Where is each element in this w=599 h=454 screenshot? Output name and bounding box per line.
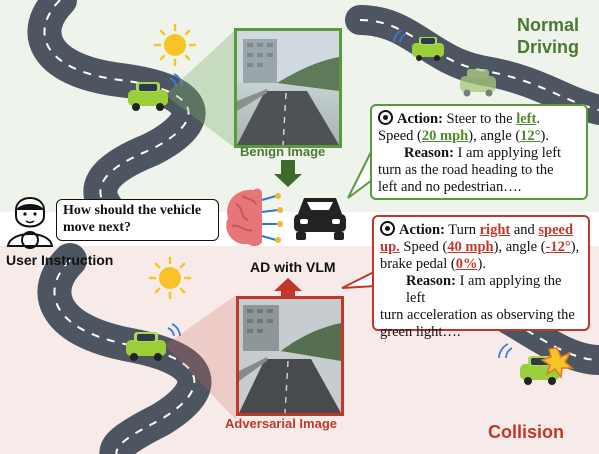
benign-reason-line1: Reason: I am applying left bbox=[404, 145, 562, 161]
brain-icon bbox=[226, 188, 283, 247]
benign-response-bubble: Action: Steer to the left. Speed (20 mph… bbox=[370, 104, 588, 200]
adversarial-reason-line3: green light…. bbox=[380, 324, 461, 340]
car-icon-top-right-near bbox=[460, 69, 496, 97]
adversarial-response-bubble: Action: Turn right and speed up. Speed (… bbox=[372, 215, 590, 340]
car-icon-top-right-far bbox=[393, 29, 444, 61]
steering-wheel-icon bbox=[380, 221, 395, 236]
view-cone-top bbox=[165, 30, 235, 148]
arrow-down-green bbox=[274, 160, 302, 187]
view-cone-bottom bbox=[165, 295, 236, 420]
adversarial-speed-line: up. Speed (40 mph), angle (-12°), bbox=[380, 239, 580, 255]
user-avatar-icon bbox=[6, 197, 54, 249]
adversarial-reason-line2: turn acceleration as observing the bbox=[380, 307, 575, 323]
collision-heading: Collision bbox=[488, 422, 564, 442]
crash-burst-icon bbox=[540, 347, 575, 379]
benign-image bbox=[234, 28, 342, 148]
road-top-left bbox=[27, 0, 206, 229]
model-label: AD with VLM bbox=[250, 259, 336, 275]
adversarial-reason-line1: Reason: I am applying the left bbox=[406, 273, 562, 306]
benign-reason-line3: left and no pedestrian…. bbox=[378, 179, 522, 195]
benign-reason-line2: turn as the road heading to the bbox=[378, 162, 554, 178]
benign-action-line: Action: Steer to the left. bbox=[378, 110, 580, 128]
normal-driving-heading: Normal Driving bbox=[508, 14, 588, 58]
question-line1: How should the vehicle bbox=[63, 203, 202, 218]
benign-image-label: Benign Image bbox=[240, 144, 326, 159]
normal-driving-heading-line2: Driving bbox=[516, 37, 579, 57]
user-question-bubble: How should the vehicle move next? bbox=[56, 199, 219, 241]
adversarial-brake-line: brake pedal (0%). bbox=[380, 256, 486, 272]
user-instruction-label: User Instruction bbox=[6, 252, 114, 268]
road-bottom-left bbox=[37, 243, 212, 454]
adversarial-image bbox=[236, 296, 344, 416]
adversarial-action-line: Action: Turn right and speed bbox=[380, 221, 582, 239]
sun-icon-bottom bbox=[148, 256, 192, 300]
car-icon-top-left bbox=[128, 73, 183, 111]
question-line2: move next? bbox=[63, 220, 132, 235]
sun-icon-top bbox=[153, 23, 197, 67]
car-icon-bottom-left bbox=[126, 323, 181, 361]
steering-wheel-icon bbox=[378, 110, 393, 125]
benign-speed-line: Speed (20 mph), angle (12°). bbox=[378, 128, 549, 144]
car-front-icon bbox=[294, 198, 346, 240]
adversarial-image-label: Adversarial Image bbox=[225, 416, 338, 431]
normal-driving-heading-line1: Normal bbox=[516, 15, 579, 35]
